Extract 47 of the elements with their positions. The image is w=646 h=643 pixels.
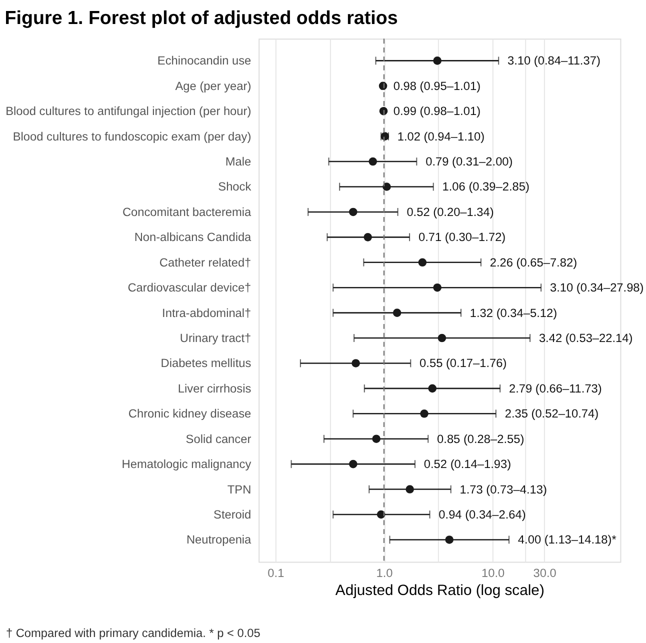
y-tick-label: Liver cirrhosis (178, 381, 252, 396)
annotation: 0.55 (0.17–1.76) (420, 356, 507, 370)
annotation: 3.10 (0.84–11.37) (508, 54, 600, 68)
y-tick-label: Diabetes mellitus (160, 356, 252, 370)
chart-title: Figure 1. Forest plot of adjusted odds ratios (4, 7, 398, 28)
x-tick-label: 30.0 (533, 566, 557, 580)
y-tick-label: Blood cultures to antifungal injection (per hour) (6, 104, 252, 118)
annotation: 0.99 (0.98–1.01) (393, 104, 481, 118)
annotation: 2.26 (0.65–7.82) (490, 255, 578, 270)
y-tick-label: Steroid (214, 507, 252, 522)
annotation: 0.71 (0.30–1.72) (418, 230, 506, 244)
y-tick-label: Solid cancer (186, 432, 252, 446)
y-tick-label: Cardiovascular device† (128, 280, 252, 295)
y-tick-label: Concomitant bacteremia (122, 204, 252, 219)
annotation: 1.73 (0.73–4.13) (460, 482, 547, 496)
annotation: 1.32 (0.34–5.12) (470, 306, 558, 320)
annotation: 2.35 (0.52–10.74) (504, 406, 599, 421)
y-tick-label: Non-albicans Candida (134, 230, 252, 244)
annotation: 0.52 (0.14–1.93) (424, 457, 512, 472)
annotation: 3.10 (0.34–27.98) (550, 280, 644, 295)
x-axis-title: Adjusted Odds Ratio (log scale) (335, 582, 544, 599)
annotation: 4.00 (1.13–14.18)* (518, 532, 617, 547)
annotation: 0.98 (0.95–1.01) (393, 78, 481, 93)
x-tick-label: 0.1 (268, 566, 285, 580)
annotation: 0.94 (0.34–2.64) (438, 507, 526, 522)
annotation: 1.02 (0.94–1.10) (397, 129, 485, 144)
y-tick-label: Catheter related† (159, 255, 252, 270)
annotation: 0.52 (0.20–1.34) (406, 204, 494, 219)
y-tick-label: Neutropenia (186, 532, 252, 547)
annotation: 0.79 (0.31–2.00) (426, 154, 513, 168)
y-tick-label: TPN (227, 482, 252, 496)
annotation: 1.06 (0.39–2.85) (442, 180, 530, 194)
y-tick-label: Male (225, 154, 252, 168)
y-tick-label: Blood cultures to fundoscopic exam (per day) (12, 129, 252, 144)
x-tick-label: 10.0 (481, 566, 505, 580)
text: † Compared with primary candidemia. * p < 0.05 (6, 626, 261, 640)
y-tick-label: Echinocandin use (157, 54, 252, 68)
annotation: 0.85 (0.28–2.55) (437, 432, 524, 446)
annotation: 2.79 (0.66–11.73) (508, 381, 602, 396)
y-tick-label: Shock (218, 180, 252, 194)
y-tick-label: Hematologic malignancy (122, 457, 252, 472)
y-tick-label: Age (per year) (175, 78, 252, 93)
annotation: 3.42 (0.53–22.14) (538, 330, 633, 345)
y-tick-label: Chronic kidney disease (128, 406, 252, 421)
x-tick-label: 1.0 (376, 566, 394, 580)
y-tick-label: Urinary tract† (180, 330, 252, 345)
y-tick-label: Intra-abdominal† (162, 306, 252, 320)
